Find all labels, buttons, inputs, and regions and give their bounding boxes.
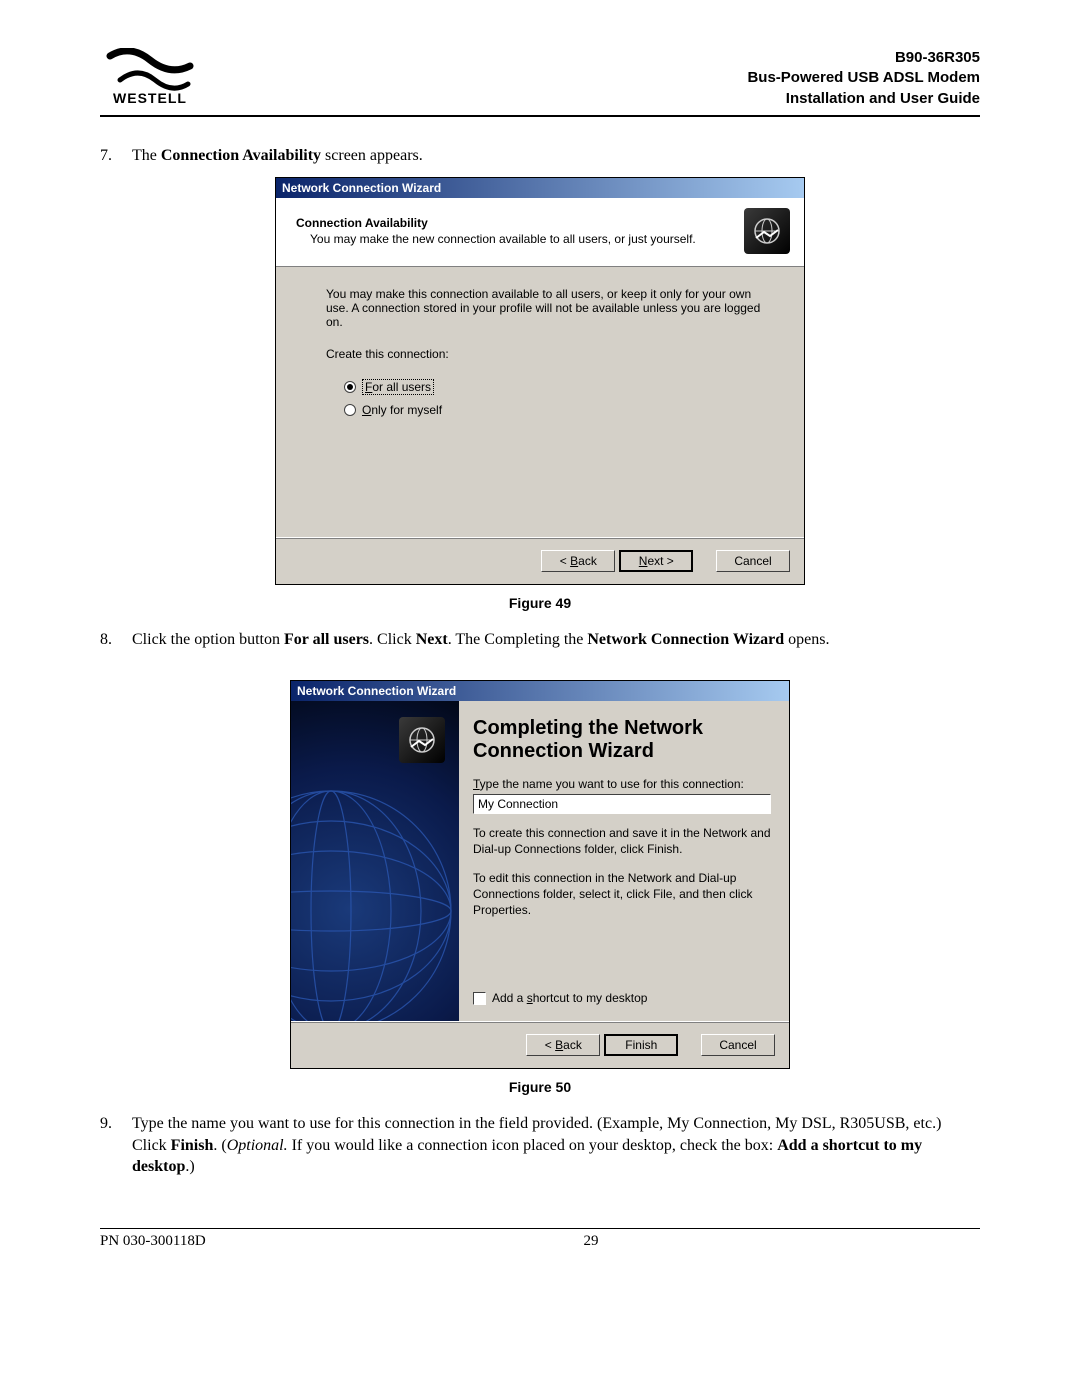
back-button[interactable]: < Back — [526, 1034, 600, 1056]
shortcut-checkbox[interactable]: Add a shortcut to my desktop — [473, 991, 771, 1005]
figure-caption: Figure 50 — [100, 1079, 980, 1095]
page-footer: PN 030-300118D 29 . — [100, 1229, 980, 1250]
cancel-button[interactable]: Cancel — [701, 1034, 775, 1056]
radio-dot-icon — [344, 381, 356, 393]
wizard-footer: < BackNext > Cancel — [276, 537, 804, 584]
figure-50: Network Connection Wizard — [100, 680, 980, 1095]
checkbox-icon — [473, 992, 486, 1005]
radio-label: For all users — [362, 379, 434, 395]
step-9: 9. Type the name you want to use for thi… — [100, 1113, 980, 1178]
step-number: 9. — [100, 1113, 132, 1178]
step-text: The Connection Availability screen appea… — [132, 145, 980, 167]
header-line1: B90-36R305 — [747, 48, 980, 68]
footer-left: PN 030-300118D — [100, 1233, 206, 1250]
step-text: Click the option button For all users. C… — [132, 629, 980, 651]
finish-button[interactable]: Finish — [604, 1034, 678, 1056]
radio-for-all-users[interactable]: For all users — [344, 379, 764, 395]
wizard-para1: To create this connection and save it in… — [473, 826, 771, 857]
header-line2: Bus-Powered USB ADSL Modem — [747, 68, 980, 88]
page-header: WESTELL B90-36R305 Bus-Powered USB ADSL … — [100, 48, 980, 115]
next-button[interactable]: Next > — [619, 550, 693, 572]
wizard-header: Connection Availability You may make the… — [276, 198, 804, 267]
connection-name-input[interactable] — [473, 794, 771, 814]
wizard-footer: < BackFinish Cancel — [291, 1021, 789, 1068]
step-text: Type the name you want to use for this c… — [132, 1113, 980, 1178]
back-button[interactable]: < Back — [541, 550, 615, 572]
wizard-main: Completing the Network Connection Wizard… — [459, 701, 789, 1021]
logo-text: WESTELL — [113, 90, 187, 106]
header-text: B90-36R305 Bus-Powered USB ADSL Modem In… — [747, 48, 980, 109]
wizard-header-title: Connection Availability — [296, 216, 696, 230]
connection-icon — [744, 208, 790, 254]
radio-dot-icon — [344, 404, 356, 416]
wizard-header-subtitle: You may make the new connection availabl… — [310, 232, 696, 246]
header-line3: Installation and User Guide — [747, 89, 980, 109]
logo: WESTELL — [100, 48, 200, 111]
step-number: 7. — [100, 145, 132, 167]
wizard-completing: Network Connection Wizard — [290, 680, 790, 1069]
wizard-para2: To edit this connection in the Network a… — [473, 871, 771, 918]
wizard-titlebar: Network Connection Wizard — [291, 681, 789, 701]
wizard-description: You may make this connection available t… — [326, 287, 764, 329]
cancel-button[interactable]: Cancel — [716, 550, 790, 572]
figure-caption: Figure 49 — [100, 595, 980, 611]
connection-name-label: Type the name you want to use for this c… — [473, 777, 771, 791]
step-number: 8. — [100, 629, 132, 651]
wizard-body: You may make this connection available t… — [276, 267, 804, 537]
radio-only-myself[interactable]: Only for myself — [344, 403, 764, 417]
wizard-side-graphic — [291, 701, 459, 1021]
radio-label: Only for myself — [362, 403, 442, 417]
checkbox-label: Add a shortcut to my desktop — [492, 991, 647, 1005]
figure-49: Network Connection Wizard Connection Ava… — [100, 177, 980, 611]
wizard-heading: Completing the Network Connection Wizard — [473, 717, 771, 763]
create-connection-label: Create this connection: — [326, 347, 764, 361]
footer-page: 29 — [583, 1233, 598, 1250]
step-8: 8. Click the option button For all users… — [100, 629, 980, 651]
step-7: 7. The Connection Availability screen ap… — [100, 145, 980, 167]
header-rule — [100, 115, 980, 117]
westell-logo-icon: WESTELL — [100, 48, 200, 106]
connection-icon — [399, 717, 445, 763]
wizard-titlebar: Network Connection Wizard — [276, 178, 804, 198]
wizard-connection-availability: Network Connection Wizard Connection Ava… — [275, 177, 805, 585]
